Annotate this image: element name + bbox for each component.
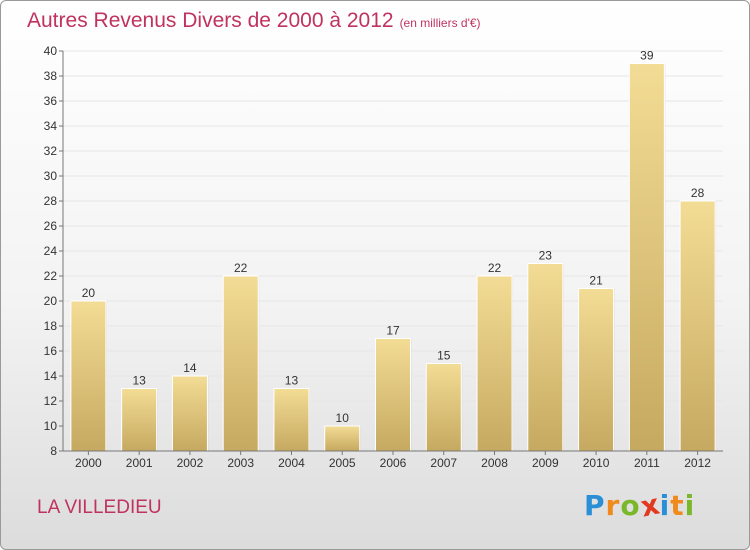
unit-note: (en milliers d'€) [399, 16, 481, 30]
x-tick-labels: 2000 2001 2002 2003 2004 2005 2006 2007 2008 2009… [75, 451, 711, 470]
y-tick-label: 20 [44, 294, 58, 308]
y-tick-label: 12 [44, 394, 58, 408]
title-text: Autres Revenus Divers de 2000 à 2012 [27, 9, 394, 32]
y-tick-label: 28 [44, 194, 58, 208]
y-tick-label: 16 [44, 344, 58, 358]
logo-letter: i [659, 489, 671, 522]
x-tick-label: 2011 [634, 456, 660, 470]
y-tick-label: 8 [50, 444, 57, 458]
logo-letter: o [620, 489, 641, 522]
data-labels: 20 13 14 22 13 10 17 15 22 23 21 39 28 [82, 49, 705, 426]
x-tick-label: 2002 [177, 456, 204, 470]
x-tick-label: 2001 [126, 456, 153, 470]
data-label: 13 [132, 374, 146, 388]
bars [70, 63, 717, 452]
data-label: 21 [589, 274, 603, 288]
y-tick-label: 10 [44, 419, 58, 433]
data-label: 23 [539, 249, 553, 263]
bar [679, 200, 716, 452]
bar [375, 338, 411, 452]
y-tick-labels: 8 10 12 14 16 18 20 22 24 26 28 30 32 34 36 38 40 [44, 44, 58, 458]
bar [324, 425, 361, 452]
y-tick-label: 18 [44, 319, 58, 333]
x-tick-label: 2005 [329, 456, 356, 470]
chart-title: Autres Revenus Divers de 2000 à 2012 (en … [27, 9, 481, 33]
logo-letter: i [684, 489, 696, 522]
x-tick-label: 2012 [684, 456, 711, 470]
y-tick-label: 14 [44, 369, 58, 383]
data-label: 22 [488, 261, 502, 275]
logo-letter: P [584, 489, 606, 522]
place-name: LA VILLEDIEU [37, 497, 162, 518]
x-tick-label: 2006 [380, 456, 407, 470]
x-tick-label: 2009 [532, 456, 559, 470]
y-tick-label: 26 [44, 219, 58, 233]
y-tick-label: 40 [44, 44, 58, 58]
y-tick-label: 30 [44, 169, 58, 183]
data-label: 17 [386, 324, 400, 338]
y-tick-label: 38 [44, 69, 58, 83]
logo-letter: r [605, 489, 621, 522]
data-label: 39 [640, 49, 654, 63]
bar [628, 63, 665, 452]
data-label: 22 [234, 261, 248, 275]
x-tick-label: 2000 [75, 456, 102, 470]
y-tick-label: 34 [44, 119, 58, 133]
proxiti-logo: Proxiti [584, 487, 696, 523]
x-tick-label: 2007 [430, 456, 457, 470]
x-tick-label: 2008 [481, 456, 508, 470]
x-tick-label: 2004 [278, 456, 305, 470]
bar [222, 275, 259, 452]
data-label: 13 [285, 374, 299, 388]
bar [121, 388, 158, 452]
logo-letter: t [670, 489, 685, 522]
x-tick-label: 2003 [227, 456, 254, 470]
data-label: 20 [82, 286, 96, 300]
bar [476, 275, 513, 452]
y-tick-label: 24 [44, 244, 58, 258]
bar [425, 363, 462, 452]
bar [171, 375, 208, 452]
bar [70, 300, 107, 452]
data-label: 28 [691, 186, 705, 200]
y-tick-label: 22 [44, 269, 58, 283]
y-tick-label: 32 [44, 144, 58, 158]
bar [527, 263, 564, 452]
bar [273, 388, 310, 452]
data-label: 15 [437, 349, 451, 363]
y-tick-label: 36 [44, 94, 58, 108]
bar [578, 288, 615, 452]
data-label: 10 [336, 411, 350, 425]
data-label: 14 [183, 361, 197, 375]
x-tick-label: 2010 [583, 456, 610, 470]
